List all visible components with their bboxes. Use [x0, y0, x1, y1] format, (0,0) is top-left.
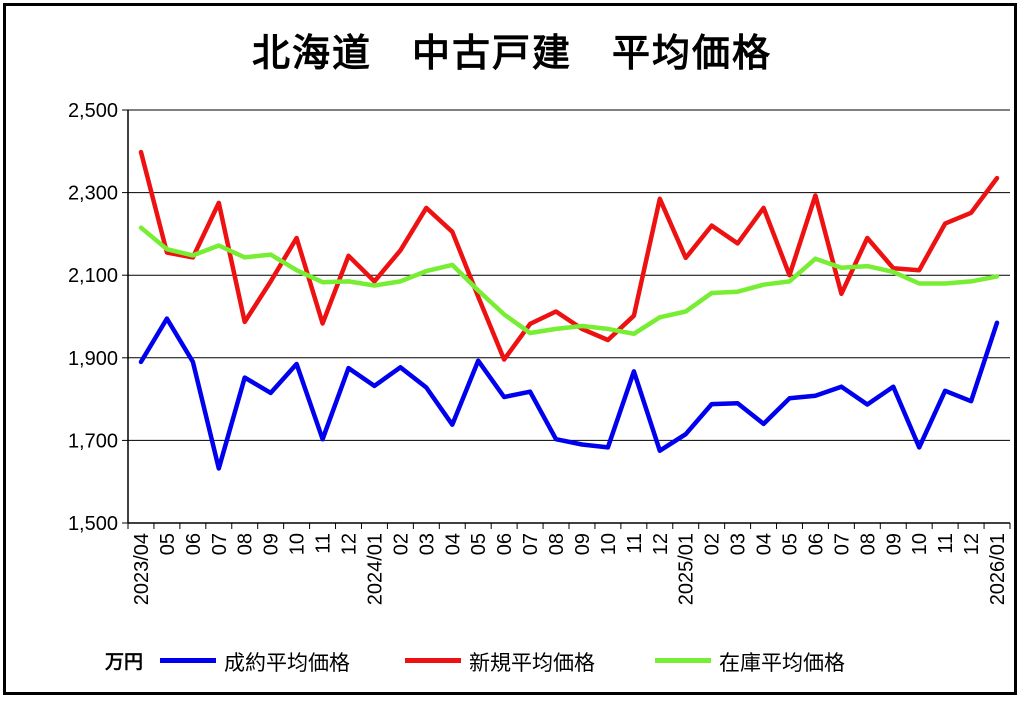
- x-tick-label: 2024/01: [364, 533, 386, 605]
- series-lines: [138, 149, 1000, 471]
- x-tick-label: 05: [468, 533, 490, 555]
- x-tick-label: 10: [909, 533, 931, 555]
- legend-label-series-3: 在庫平均価格: [719, 651, 845, 675]
- x-tick-label: 03: [416, 533, 438, 555]
- x-tick-label: 10: [598, 533, 620, 555]
- chart-title: 北海道 中古戸建 平均価格: [251, 31, 772, 75]
- y-tick-label: 1,500: [68, 513, 118, 535]
- x-tick-label: 12: [961, 533, 983, 555]
- x-tick-label: 06: [183, 533, 205, 555]
- x-tick-label: 02: [390, 533, 412, 555]
- x-tick-label: 04: [442, 533, 464, 555]
- x-tick-label: 08: [857, 533, 879, 555]
- x-tick-label: 05: [780, 533, 802, 555]
- x-tick-label: 04: [754, 533, 776, 555]
- y-tick-label: 2,300: [68, 183, 118, 205]
- legend-swatch-series-3: [655, 658, 711, 663]
- x-tick-label: 11: [624, 533, 646, 554]
- x-tick-label: 02: [702, 533, 724, 555]
- x-tick-label: 09: [572, 533, 594, 555]
- legend-swatch-series-1: [160, 658, 216, 663]
- y-tick-label: 2,500: [68, 100, 118, 122]
- x-tick-label: 11: [313, 533, 335, 554]
- y-axis-ticks: 1,500 1,700 1,900 2,100 2,300 2,500: [68, 100, 128, 535]
- x-tick-label: 08: [546, 533, 568, 555]
- x-tick-label: 08: [235, 533, 257, 555]
- series-line-3: [138, 225, 1000, 337]
- x-tick-label: 03: [728, 533, 750, 555]
- x-tick-label: 09: [261, 533, 283, 555]
- unit-label: 万円: [105, 651, 144, 673]
- legend-swatch-series-2: [405, 658, 461, 663]
- y-tick-label: 1,900: [68, 348, 118, 370]
- x-tick-label: 06: [805, 533, 827, 555]
- x-tick-label: 2025/01: [676, 533, 698, 605]
- x-tick-label: 09: [883, 533, 905, 555]
- y-tick-label: 2,100: [68, 265, 118, 287]
- x-tick-label: 2023/04: [131, 533, 153, 605]
- x-tick-label: 11: [935, 533, 957, 554]
- y-tick-label: 1,700: [68, 430, 118, 452]
- series-line-1: [138, 316, 1000, 471]
- x-tick-label: 12: [339, 533, 361, 555]
- gridlines: [128, 109, 1010, 441]
- legend: 万円 成約平均価格 新規平均価格 在庫平均価格: [0, 646, 1024, 676]
- legend-label-series-2: 新規平均価格: [469, 651, 595, 675]
- x-tick-label: 07: [520, 533, 542, 555]
- x-tick-label: 07: [209, 533, 231, 555]
- x-tick-label: 05: [157, 533, 179, 555]
- x-axis-ticks: 2023/04 05 06 07 08 09 10 11 12 2024/01 02 03 04 05 06…: [127, 523, 1011, 605]
- x-tick-label: 06: [494, 533, 516, 555]
- x-tick-label: 2026/01: [987, 533, 1009, 605]
- x-tick-label: 07: [831, 533, 853, 555]
- x-tick-label: 12: [650, 533, 672, 555]
- x-tick-label: 10: [287, 533, 309, 555]
- legend-label-series-1: 成約平均価格: [224, 651, 350, 675]
